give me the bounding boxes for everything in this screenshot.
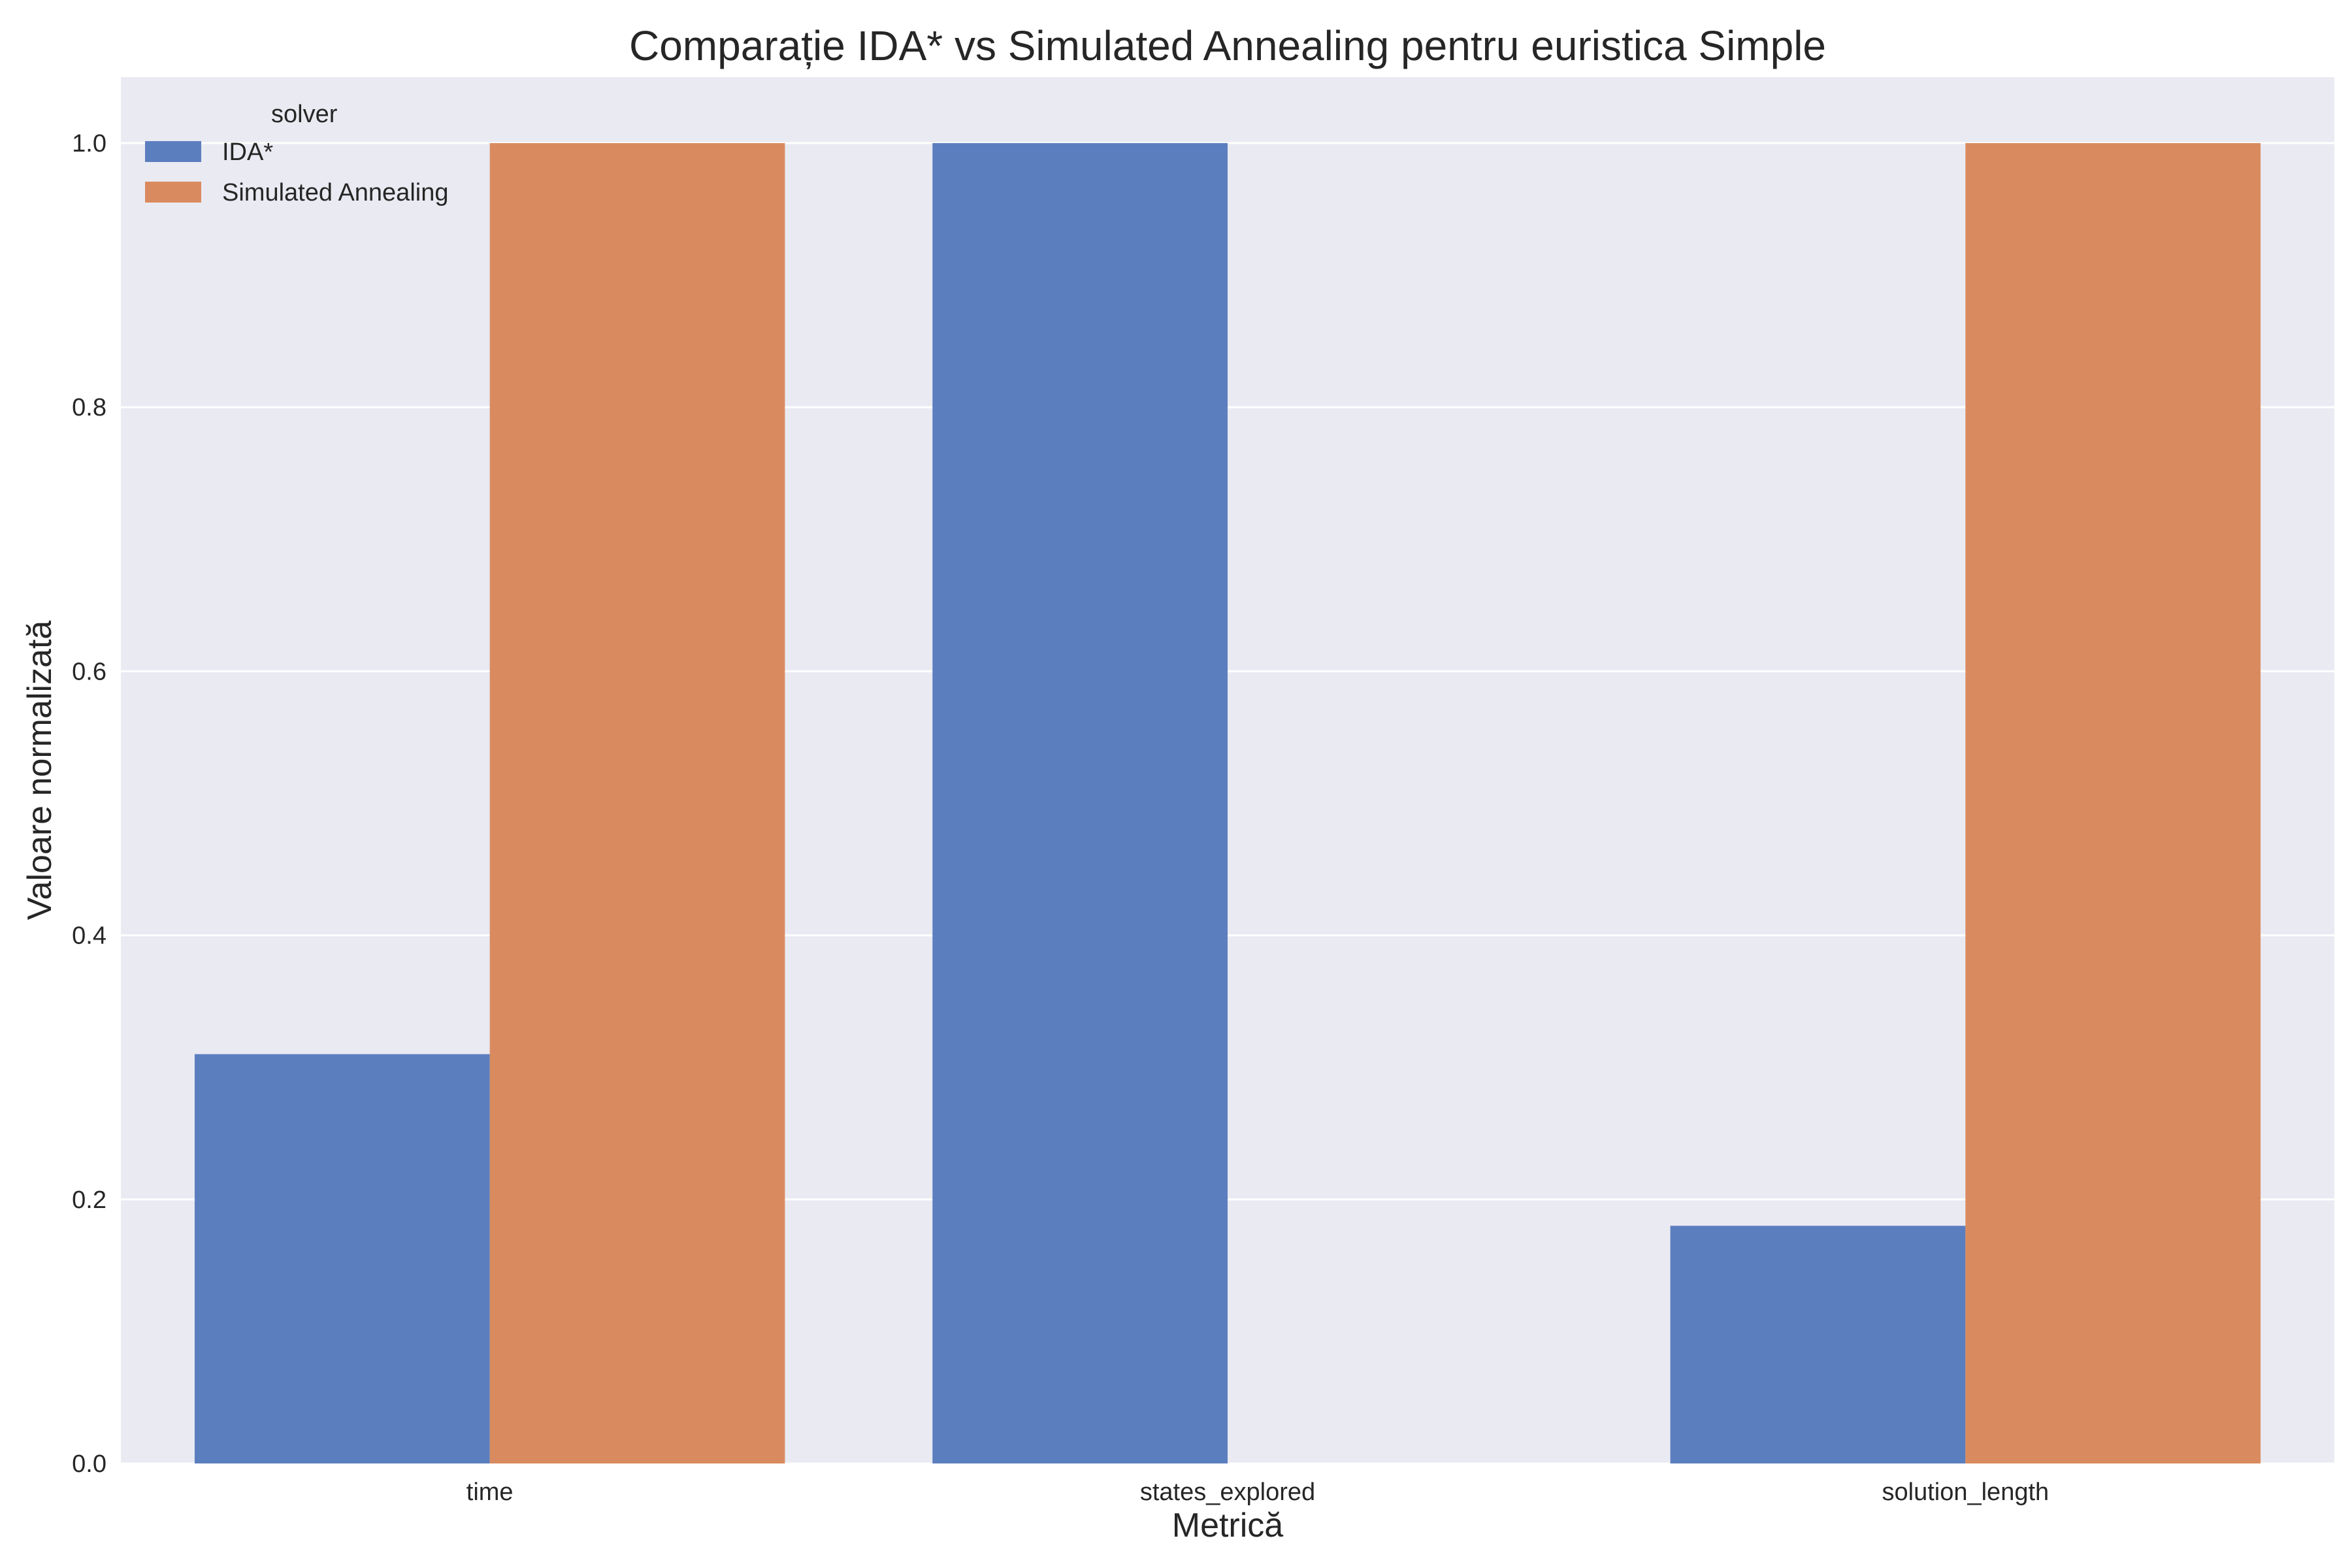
x-tick-labels: time states_explored solution_length (466, 1478, 2049, 1506)
chart-title: Comparație IDA* vs Simulated Annealing p… (629, 22, 1826, 69)
x-tick-label: time (466, 1478, 514, 1506)
x-tick-label: solution_length (1882, 1478, 2050, 1506)
y-tick-label: 0.8 (72, 394, 106, 421)
y-tick-label: 0.2 (72, 1186, 106, 1214)
bar-solution_length-simulated-annealing (1965, 143, 2261, 1464)
x-axis-label: Metrică (1172, 1507, 1284, 1544)
bar-time-ida (194, 1054, 490, 1463)
y-tick-label: 0.4 (72, 923, 106, 950)
y-tick-label: 0.6 (72, 658, 106, 685)
bars (194, 143, 2261, 1464)
x-tick-label: states_explored (1140, 1478, 1315, 1506)
y-tick-label: 1.0 (72, 130, 106, 157)
legend-label-ida: IDA* (222, 139, 273, 166)
bar-time-simulated-annealing (489, 143, 785, 1464)
legend-label-simulated-annealing: Simulated Annealing (222, 179, 448, 206)
y-tick-labels: 0.0 0.2 0.4 0.6 0.8 1.0 (72, 130, 106, 1478)
y-tick-label: 0.0 (72, 1450, 106, 1478)
legend-swatch-ida (145, 141, 201, 162)
bar-solution_length-ida (1670, 1226, 1966, 1463)
y-axis-label: Valoare normalizată (21, 621, 59, 921)
legend: solver IDA* Simulated Annealing (145, 101, 448, 206)
legend-swatch-simulated-annealing (145, 182, 201, 203)
legend-title: solver (271, 101, 338, 128)
bar-states_explored-ida (932, 143, 1228, 1464)
